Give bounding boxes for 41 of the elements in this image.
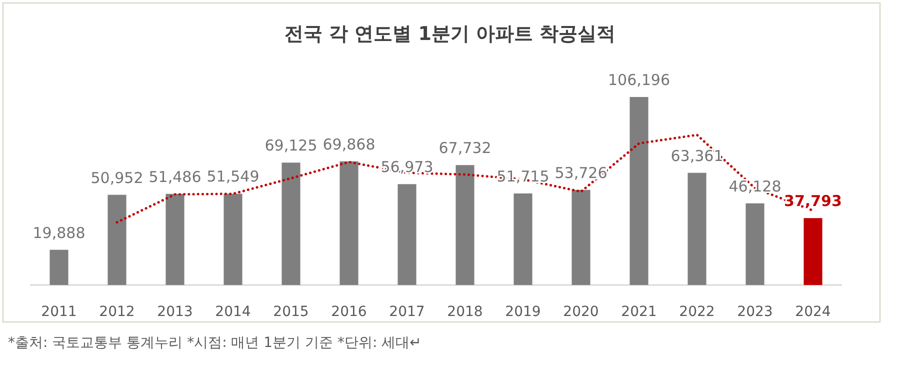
x-tick-label: 2022: [679, 304, 715, 320]
chart-title: 전국 각 연도별 1분기 아파트 착공실적: [284, 23, 616, 45]
data-label: 51,715: [496, 167, 550, 186]
data-label: 63,361: [670, 146, 724, 165]
data-label: 51,486: [148, 168, 202, 186]
data-label: 67,732: [438, 139, 492, 158]
bar: [572, 190, 590, 285]
bar: [746, 203, 764, 285]
data-label: 50,952: [90, 168, 144, 187]
x-tick-label: 2011: [41, 304, 77, 320]
x-tick-label: 2024: [795, 304, 831, 320]
x-tick-label: 2023: [737, 304, 773, 320]
x-tick-label: 2018: [447, 304, 483, 320]
bar: [688, 172, 706, 285]
bar: [340, 161, 358, 285]
x-tick-label: 2014: [215, 304, 251, 320]
data-label: 19,888: [32, 224, 86, 242]
data-label: 69,868: [322, 135, 376, 154]
x-tick-label: 2015: [273, 304, 309, 320]
x-tick-label: 2012: [99, 304, 135, 320]
bar: [456, 165, 474, 285]
data-label: 56,973: [380, 158, 434, 176]
x-tick-label: 2017: [389, 304, 425, 320]
bar: [108, 194, 126, 285]
bar: [804, 218, 822, 285]
x-tick-label: 2020: [563, 304, 599, 320]
bar: [630, 97, 648, 285]
data-label: 106,196: [608, 71, 670, 89]
bar: [282, 162, 300, 285]
x-tick-label: 2013: [157, 304, 193, 320]
x-tick-label: 2019: [505, 304, 541, 320]
x-tick-label: 2016: [331, 304, 367, 320]
data-label: 69,125: [264, 136, 318, 155]
x-tick-label: 2021: [621, 304, 657, 320]
bar: [514, 193, 532, 285]
text: *출처: 국토교통부 통계누리 *시점: 매년 1분기 기준 *단위: 세대↵: [8, 335, 422, 351]
bar: [398, 184, 416, 285]
bar: [50, 250, 68, 285]
bar: [166, 194, 184, 285]
bar: [224, 194, 242, 285]
data-label: 51,549: [206, 168, 260, 186]
